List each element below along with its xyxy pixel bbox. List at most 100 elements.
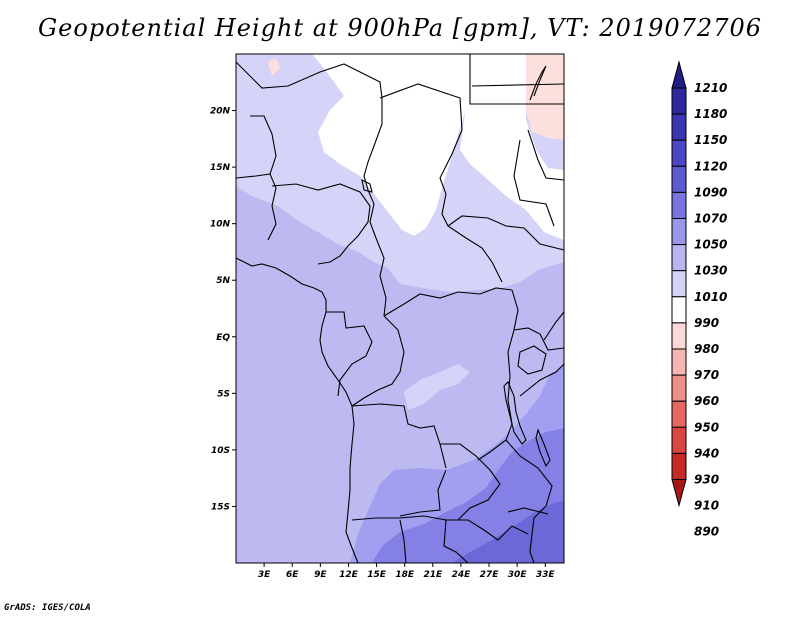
colorbar-swatch bbox=[671, 348, 687, 376]
x-tick-label: 3E bbox=[258, 570, 271, 580]
footer-credit: GrADS: IGES/COLA bbox=[4, 603, 91, 613]
colorbar-label: 1090 bbox=[694, 185, 727, 199]
border-mozambique bbox=[505, 439, 553, 563]
colorbar-label: 1050 bbox=[694, 238, 727, 252]
colorbar-swatch bbox=[671, 270, 687, 298]
lake-chad bbox=[361, 179, 373, 193]
border-nigeria bbox=[271, 183, 371, 265]
west-border-mali bbox=[236, 173, 277, 241]
colorbar-label: 1150 bbox=[694, 133, 727, 147]
colorbar-label: 910 bbox=[694, 499, 719, 513]
field-1030-1050-congo-light bbox=[404, 364, 470, 410]
colorbar-swatch bbox=[671, 87, 687, 115]
colorbar-label: 970 bbox=[694, 368, 719, 382]
colorbar-swatch bbox=[671, 113, 687, 141]
border-cameroon-car bbox=[375, 237, 387, 317]
shaded-fields bbox=[236, 54, 564, 563]
field-980-990 bbox=[526, 54, 564, 140]
border-tanzania-kenya bbox=[519, 363, 564, 397]
colorbar-swatch bbox=[671, 452, 687, 480]
colorbar-label: 1120 bbox=[694, 159, 727, 173]
border-angola-zambia bbox=[399, 469, 447, 517]
x-tick-label: 27E bbox=[480, 570, 500, 580]
colorbar-label: 990 bbox=[694, 316, 719, 330]
colorbar-label: 1210 bbox=[694, 81, 727, 95]
border-egypt-libya bbox=[469, 54, 564, 105]
colorbar-swatch bbox=[671, 218, 687, 246]
lake-tanganyika bbox=[503, 381, 527, 445]
coastline-west-africa bbox=[236, 257, 359, 563]
field-990-1010 bbox=[312, 54, 470, 236]
colorbar-swatch bbox=[671, 374, 687, 402]
colorbar-label: 930 bbox=[694, 473, 719, 487]
border-sudan-eritrea bbox=[513, 139, 555, 227]
colorbar-swatch bbox=[671, 165, 687, 193]
colorbar: 1210 1180 1150 1120 1090 1070 1050 1030 1010 990 9… bbox=[671, 60, 727, 539]
field-980-990-west bbox=[268, 58, 280, 76]
y-tick-label: 10N bbox=[210, 220, 231, 230]
x-tick-label: 33E bbox=[536, 570, 556, 580]
colorbar-label: 950 bbox=[694, 420, 719, 434]
colorbar-label: 1180 bbox=[694, 107, 727, 121]
colorbar-label: 890 bbox=[694, 525, 719, 539]
x-tick-label: 15E bbox=[367, 570, 387, 580]
colorbar-label: 940 bbox=[694, 446, 719, 460]
red-sea-coast bbox=[529, 65, 547, 101]
border-angola-drc bbox=[351, 403, 447, 469]
y-tick-label: 10S bbox=[211, 446, 230, 456]
border-zimbabwe-botswana bbox=[446, 519, 529, 541]
border-drc-congo bbox=[351, 315, 405, 407]
y-tick-label: 5N bbox=[216, 276, 230, 286]
field-990-1010-east bbox=[460, 54, 564, 240]
border-drc-east bbox=[477, 289, 519, 461]
x-tick-label: 6E bbox=[286, 570, 299, 580]
colorbar-label: 980 bbox=[694, 342, 719, 356]
y-axis: 20N 15N 10N 5N EQ 5S 10S 15S bbox=[210, 107, 236, 512]
x-tick-label: 9E bbox=[314, 570, 327, 580]
border-niger-algeria bbox=[236, 61, 383, 99]
border-southern bbox=[399, 519, 469, 563]
colorbar-label: 1030 bbox=[694, 264, 727, 278]
lake-victoria bbox=[517, 345, 547, 375]
colorbar-label: 1010 bbox=[694, 290, 727, 304]
x-tick-label: 24E bbox=[452, 570, 472, 580]
border-chad-sudan bbox=[439, 129, 503, 283]
x-tick-label: 18E bbox=[395, 570, 415, 580]
plot-frame bbox=[235, 53, 565, 564]
border-egypt-sudan bbox=[471, 83, 564, 87]
x-tick-label: 30E bbox=[508, 570, 528, 580]
border-sudan-south-sudan bbox=[447, 215, 564, 251]
colorbar-swatch bbox=[671, 191, 687, 219]
border-car-south bbox=[383, 287, 513, 317]
colorbar-top-triangle bbox=[671, 60, 687, 89]
colorbar-swatch bbox=[671, 426, 687, 454]
border-mali-niger bbox=[250, 115, 277, 175]
y-tick-label: 5S bbox=[217, 389, 230, 399]
x-tick-label: 21E bbox=[423, 570, 443, 580]
y-tick-label: EQ bbox=[216, 333, 230, 343]
border-gabon-congo bbox=[326, 311, 373, 397]
lake-malawi bbox=[535, 428, 551, 468]
y-tick-label: 20N bbox=[210, 107, 231, 117]
x-axis: 3E 6E 9E 12E 15E 18E 21E 24E 27E 30E 33E bbox=[258, 563, 556, 580]
coast-east-africa bbox=[543, 311, 564, 341]
border-angola-namibia bbox=[351, 515, 447, 521]
colorbar-swatch bbox=[671, 296, 687, 324]
x-tick-label: 12E bbox=[339, 570, 359, 580]
colorbar-label: 1070 bbox=[694, 212, 727, 226]
colorbar-swatch bbox=[671, 322, 687, 350]
border-libya-chad-sudan bbox=[379, 83, 463, 131]
border-zambia bbox=[440, 443, 501, 521]
colorbar-swatch bbox=[671, 244, 687, 272]
colorbar-label: 960 bbox=[694, 394, 719, 408]
colorbar-swatch bbox=[671, 139, 687, 167]
border-uganda-kenya bbox=[513, 327, 564, 351]
border-ethiopia bbox=[527, 129, 564, 181]
y-tick-label: 15S bbox=[211, 502, 230, 512]
colorbar-swatch bbox=[671, 400, 687, 428]
lake-kariba bbox=[507, 507, 549, 515]
border-niger-chad bbox=[363, 98, 383, 239]
y-tick-label: 15N bbox=[210, 163, 231, 173]
country-borders bbox=[236, 54, 564, 563]
